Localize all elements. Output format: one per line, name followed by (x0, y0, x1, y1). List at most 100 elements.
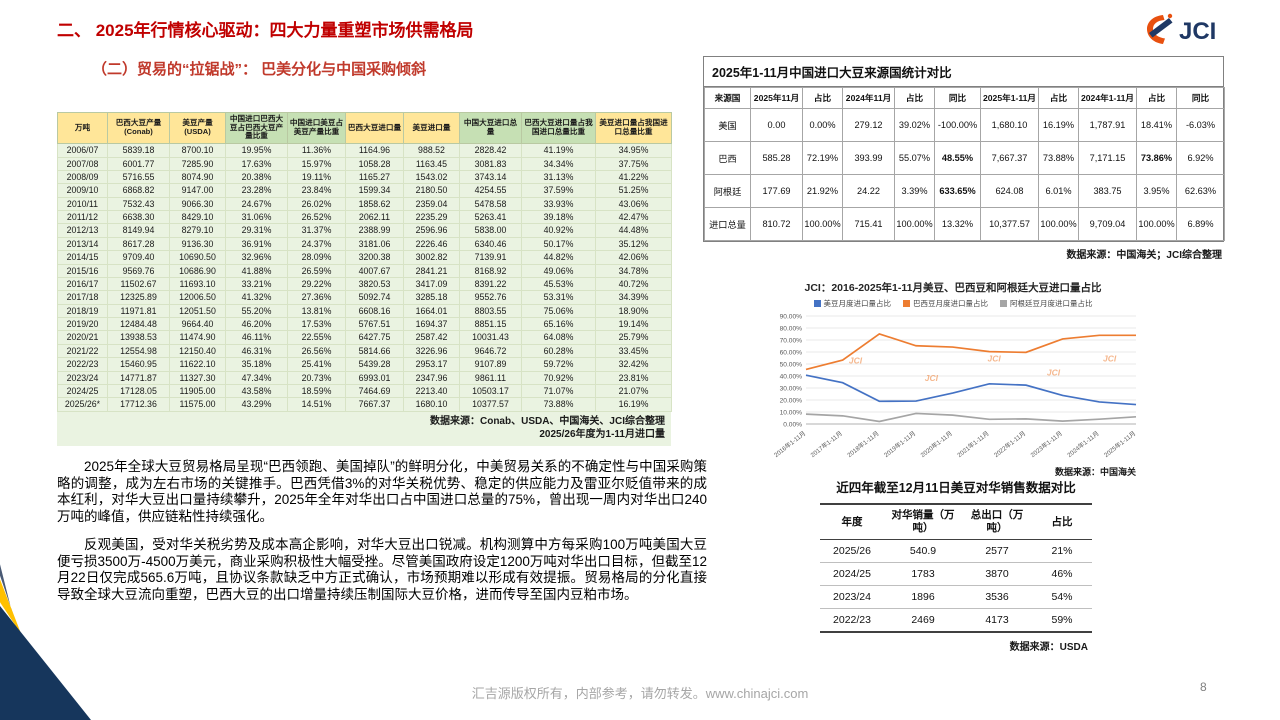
table-cell: 59.72% (521, 357, 596, 372)
table-cell: 0.00 (750, 108, 803, 142)
table-row: 2023/24 14771.87 11327.30 47.34% 20.73% 6993.… (57, 370, 672, 385)
table-cell: 11971.81 (107, 303, 170, 319)
col-header-total-imports: 中国大豆进口总量 (459, 111, 522, 145)
table-cell: 9,709.04 (1078, 207, 1137, 241)
table-row: 2024/25 1783 3870 46% (820, 562, 1092, 587)
table-cell: 2024/25 (820, 562, 884, 587)
table-cell: 43.58% (225, 383, 288, 399)
jci-logo-icon: JCI (1147, 13, 1216, 45)
table-cell: 1,787.91 (1078, 108, 1137, 142)
table-cell: 12051.50 (169, 303, 226, 319)
stats-col-share-3: 占比 (1038, 87, 1079, 109)
table-cell: 2596.96 (403, 223, 460, 238)
col-header-brazil-import-share: 巴西大豆进口量占我国进口总量比重 (521, 111, 596, 145)
table-cell: 46.20% (225, 317, 288, 332)
table-cell: 11693.10 (169, 276, 226, 292)
table-cell: 65.16% (521, 317, 596, 332)
table-row: 2016/17 11502.67 11693.10 33.21% 29.22% 3820.… (57, 276, 672, 292)
table-cell: 2828.42 (459, 143, 522, 158)
main-table-note: 2025/26年度为1-11月进口量 (539, 429, 665, 441)
table-cell: 5716.55 (107, 169, 170, 185)
table-cell: 29.22% (287, 276, 346, 292)
table-cell: 26.59% (287, 263, 346, 278)
table-cell: 49.06% (521, 263, 596, 278)
main-table-body: 2006/07 5839.18 8700.10 19.95% 11.36% 1164.96… (57, 143, 672, 412)
table-row: 2022/23 15460.95 11622.10 35.18% 25.41% 5439.… (57, 357, 672, 372)
table-cell: 8391.22 (459, 276, 522, 292)
stats-col-yoy-2: 同比 (1176, 87, 1225, 109)
chart-legend: 美豆月度进口量占比 巴西豆月度进口量占比 阿根廷豆月度进口量占比 (762, 298, 1144, 309)
table-cell: 26.02% (287, 196, 346, 212)
table-cell: 12150.40 (169, 343, 226, 359)
copyright-footer: 汇吉源版权所有，内部参考，请勿转发。www.chinajci.com (471, 686, 809, 701)
table-row: 2023/24 1896 3536 54% (820, 585, 1092, 610)
table-cell: 巴西 (704, 141, 751, 175)
table-cell: 8168.92 (459, 263, 522, 278)
table-cell: 9861.11 (459, 370, 522, 385)
table-row: 2009/10 6868.82 9147.00 23.28% 23.84% 1599.34… (57, 183, 672, 198)
table-cell: 1165.27 (345, 169, 404, 185)
table-cell: 2024/25 (57, 383, 108, 399)
table-cell: 2062.11 (345, 210, 404, 225)
col-header-brazil-imports: 巴西大豆进口量 (345, 111, 404, 145)
table-cell: 36.91% (225, 236, 288, 252)
table-cell: 11327.30 (169, 370, 226, 385)
table-cell: 3181.06 (345, 236, 404, 252)
table-row: 2008/09 5716.55 8074.90 20.38% 19.11% 1165.27… (57, 169, 672, 185)
table-cell: 6638.30 (107, 210, 170, 225)
table-cell: 64.08% (521, 330, 596, 345)
table-cell: 阿根廷 (704, 174, 751, 208)
table-cell: 715.41 (842, 207, 895, 241)
table-cell: 73.88% (1038, 141, 1079, 175)
stats-table-body: 美国 0.00 0.00% 279.12 39.02% -100.00% 1,680.10 1… (704, 108, 1225, 241)
table-cell: 12006.50 (169, 290, 226, 305)
us-sales-section: 近四年截至12月11日美豆对华销售数据对比 年度 对华销量（万吨） 总出口（万吨… (820, 477, 1092, 653)
table-cell: 54% (1032, 585, 1092, 610)
table-cell: 32.42% (595, 357, 672, 372)
table-cell: 47.34% (225, 370, 288, 385)
table-cell: 19.14% (595, 317, 672, 332)
stats-col-ytd-2024: 2024年1-11月 (1078, 87, 1137, 109)
table-cell: 12554.98 (107, 343, 170, 359)
col-header-us-production: 美豆产量(USDA) (169, 111, 226, 145)
table-cell: 6340.46 (459, 236, 522, 252)
table-cell: 27.36% (287, 290, 346, 305)
table-cell: 45.53% (521, 276, 596, 292)
table-cell: 8700.10 (169, 143, 226, 158)
analysis-paragraph-1: 2025年全球大豆贸易格局呈现“巴西领跑、美国掉队”的鲜明分化，中美贸易关系的不… (57, 459, 707, 525)
svg-text:2018年1-11月: 2018年1-11月 (846, 429, 881, 459)
table-cell: 11.36% (287, 143, 346, 158)
table-cell: 20.38% (225, 169, 288, 185)
table-cell: 2014/15 (57, 250, 108, 265)
table-cell: 31.37% (287, 223, 346, 238)
table-cell: 9066.30 (169, 196, 226, 212)
table-row: 2006/07 5839.18 8700.10 19.95% 11.36% 1164.96… (57, 143, 672, 158)
table-cell: 2011/12 (57, 210, 108, 225)
table-cell: -100.00% (934, 108, 981, 142)
table-cell: 31.13% (521, 169, 596, 185)
table-cell: 2010/11 (57, 196, 108, 212)
table-row: 2019/20 12484.48 9664.40 46.20% 17.53% 5767.5… (57, 317, 672, 332)
table-cell: 7532.43 (107, 196, 170, 212)
table-cell: 7667.37 (345, 397, 404, 412)
table-row: 2012/13 8149.94 8279.10 29.31% 31.37% 2388.99… (57, 223, 672, 238)
table-cell: 55.07% (894, 141, 935, 175)
stats-col-share-1: 占比 (802, 87, 843, 109)
svg-text:JCI: JCI (988, 353, 1002, 363)
legend-label: 巴西豆月度进口量占比 (913, 299, 988, 308)
table-cell: 5839.18 (107, 143, 170, 158)
stats-col-origin: 来源国 (704, 87, 751, 109)
table-cell: 100.00% (1136, 207, 1177, 241)
table-cell: 100.00% (894, 207, 935, 241)
sales-table-title: 近四年截至12月11日美豆对华销售数据对比 (836, 481, 1076, 495)
table-cell: 5838.00 (459, 223, 522, 238)
table-row: 2015/16 9569.76 10686.90 41.88% 26.59% 4007.6… (57, 263, 672, 278)
table-cell: 2019/20 (57, 317, 108, 332)
table-cell: 美国 (704, 108, 751, 142)
us-sales-table: 年度 对华销量（万吨） 总出口（万吨） 占比 2025/26 540.9 2577 2… (820, 503, 1092, 634)
table-cell: 23.84% (287, 183, 346, 198)
table-cell: 1058.28 (345, 156, 404, 171)
table-cell: 35.18% (225, 357, 288, 372)
table-cell: 810.72 (750, 207, 803, 241)
table-cell: 62.63% (1176, 174, 1225, 208)
